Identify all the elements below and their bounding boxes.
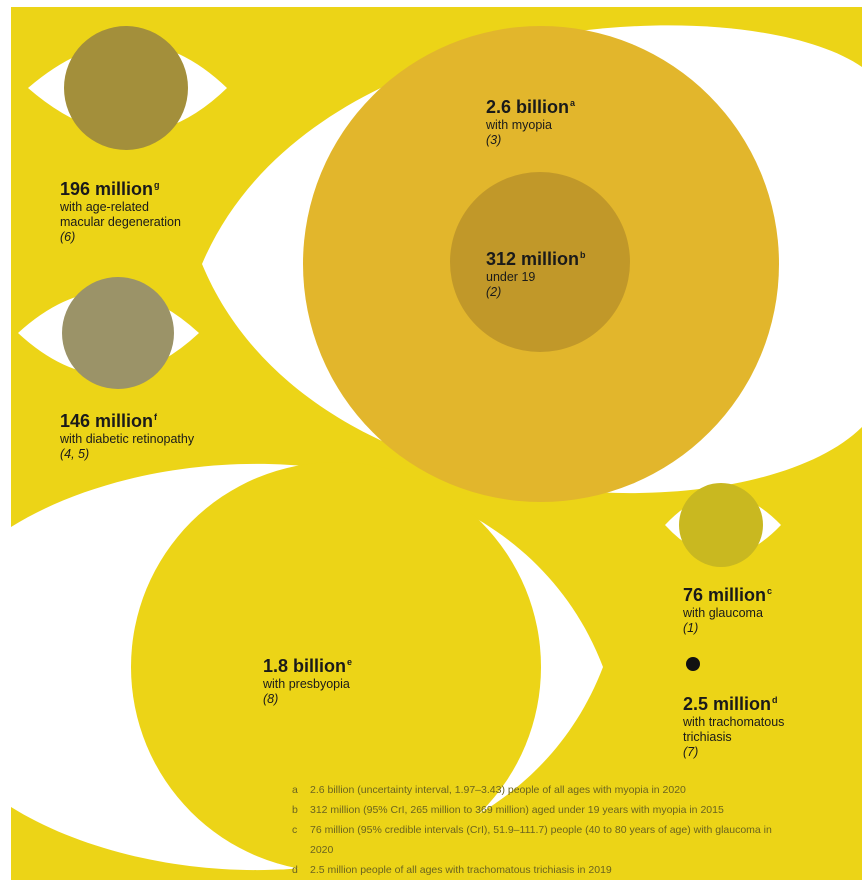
footnote-key: d bbox=[292, 864, 298, 876]
trichiasis-desc-2: trichiasis bbox=[683, 730, 732, 744]
presbyopia-desc: with presbyopia bbox=[263, 677, 350, 691]
amd-desc-1: with age-related bbox=[60, 200, 149, 214]
trichiasis-dot bbox=[686, 657, 700, 671]
footnote-key: a bbox=[292, 784, 298, 796]
under19-bubble bbox=[450, 172, 630, 352]
amd-value: 196 milliong bbox=[60, 175, 181, 200]
glaucoma-value: 76 millionc bbox=[683, 581, 772, 606]
glaucoma-value-text: 76 million bbox=[683, 585, 767, 605]
infographic-art bbox=[11, 7, 862, 880]
amd-label: 196 milliong with age-related macular de… bbox=[60, 175, 181, 245]
trichiasis-desc-1: with trachomatous bbox=[683, 715, 785, 729]
footnotes: a 2.6 billion (uncertainty interval, 1.9… bbox=[292, 780, 792, 880]
footnote-c: c 76 million (95% credible intervals (Cr… bbox=[292, 820, 792, 860]
glaucoma-bubble bbox=[679, 483, 763, 567]
footnote-d: d 2.5 million people of all ages with tr… bbox=[292, 860, 792, 880]
dr-label: 146 millionf with diabetic retinopathy (… bbox=[60, 407, 194, 462]
under19-value: 312 millionb bbox=[486, 245, 586, 270]
dr-desc: with diabetic retinopathy bbox=[60, 432, 195, 446]
footnote-text: 76 million (95% credible intervals (CrI)… bbox=[310, 824, 772, 856]
infographic: 196 milliong with age-related macular de… bbox=[11, 7, 862, 880]
footnote-key: b bbox=[292, 804, 298, 816]
amd-ref: (6) bbox=[60, 230, 76, 244]
presbyopia-value-text: 1.8 billion bbox=[263, 656, 347, 676]
under19-label: 312 millionb under 19 (2) bbox=[486, 245, 586, 300]
trichiasis-footnote-marker: d bbox=[772, 695, 778, 705]
amd-desc-2: macular degeneration bbox=[60, 215, 181, 229]
amd-footnote-marker: g bbox=[154, 180, 160, 190]
amd-bubble bbox=[64, 26, 188, 150]
dr-value-text: 146 million bbox=[60, 411, 154, 431]
myopia-value-text: 2.6 billion bbox=[486, 97, 570, 117]
footnote-text: 312 million (95% CrI, 265 million to 369… bbox=[310, 804, 724, 816]
under19-footnote-marker: b bbox=[580, 250, 586, 260]
glaucoma-desc: with glaucoma bbox=[683, 606, 763, 620]
under19-value-text: 312 million bbox=[486, 249, 580, 269]
trichiasis-value: 2.5 milliond bbox=[683, 690, 784, 715]
dr-bubble bbox=[62, 277, 174, 389]
amd-value-text: 196 million bbox=[60, 179, 154, 199]
dr-footnote-marker: f bbox=[154, 412, 158, 422]
trichiasis-label: 2.5 milliond with trachomatous trichiasi… bbox=[683, 690, 784, 760]
footnote-b: b 312 million (95% CrI, 265 million to 3… bbox=[292, 800, 792, 820]
myopia-footnote-marker: a bbox=[570, 98, 576, 108]
trichiasis-ref: (7) bbox=[683, 745, 699, 759]
glaucoma-label: 76 millionc with glaucoma (1) bbox=[683, 581, 772, 636]
myopia-ref: (3) bbox=[486, 133, 502, 147]
presbyopia-value: 1.8 billione bbox=[263, 652, 352, 677]
presbyopia-ref: (8) bbox=[263, 692, 279, 706]
glaucoma-ref: (1) bbox=[683, 621, 699, 635]
footnote-a: a 2.6 billion (uncertainty interval, 1.9… bbox=[292, 780, 792, 800]
myopia-value: 2.6 billiona bbox=[486, 93, 575, 118]
presbyopia-bubble bbox=[131, 462, 541, 872]
under19-desc: under 19 bbox=[486, 270, 536, 284]
footnote-key: c bbox=[292, 824, 298, 836]
trichiasis-value-text: 2.5 million bbox=[683, 694, 772, 714]
footnote-text: 2.5 million people of all ages with trac… bbox=[310, 864, 612, 876]
under19-ref: (2) bbox=[486, 285, 502, 299]
presbyopia-footnote-marker: e bbox=[347, 657, 353, 667]
footnote-text: 2.6 billion (uncertainty interval, 1.97–… bbox=[310, 784, 686, 796]
presbyopia-label: 1.8 billione with presbyopia (8) bbox=[263, 652, 352, 707]
dr-ref: (4, 5) bbox=[60, 447, 90, 461]
dr-value: 146 millionf bbox=[60, 407, 194, 432]
myopia-label: 2.6 billiona with myopia (3) bbox=[486, 93, 575, 148]
myopia-desc: with myopia bbox=[486, 118, 552, 132]
glaucoma-footnote-marker: c bbox=[767, 586, 773, 596]
